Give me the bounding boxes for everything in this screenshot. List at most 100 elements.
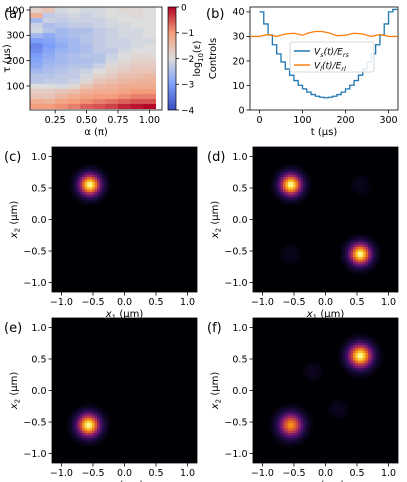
density-cell [368, 350, 371, 354]
density-cell [305, 184, 309, 188]
density-cell [99, 438, 103, 441]
density-cell [370, 252, 374, 255]
density-cell [348, 242, 351, 245]
y-tick-2-label: 20 [232, 56, 244, 67]
density-cell [102, 182, 105, 185]
density-cell [353, 247, 356, 250]
density-cell [107, 430, 110, 434]
density-cell [355, 353, 359, 356]
density-cell [350, 360, 354, 364]
density-cell [295, 194, 299, 198]
density-cell [79, 425, 83, 429]
density-cell [370, 249, 374, 253]
density-cell [358, 358, 361, 361]
density-cell [87, 438, 90, 441]
density-cell [368, 252, 371, 255]
density-cell [353, 358, 356, 361]
density-cell [365, 335, 369, 339]
density-cell [280, 443, 284, 446]
density-cell [89, 420, 93, 424]
density-cell [84, 167, 88, 170]
density-cell [77, 172, 80, 175]
density-cell [303, 418, 306, 421]
density-cell [358, 182, 361, 185]
heatmap-cell-8-7 [118, 63, 131, 69]
y-tick-4-label: 1.0 [31, 323, 46, 334]
density-cell [79, 172, 83, 175]
density-cell [72, 435, 75, 439]
density-cell [363, 333, 366, 336]
density-cell [308, 192, 311, 195]
density-cell [290, 443, 294, 446]
density-cell [340, 254, 344, 258]
heatmap-cell-17-6 [105, 17, 119, 23]
density-cell [353, 353, 356, 356]
y-tick-0-label: −1.0 [23, 278, 46, 289]
density-cell [92, 202, 95, 205]
x-axis-label: α (π) [84, 127, 108, 138]
density-cell [343, 368, 346, 371]
density-cell [72, 174, 75, 178]
density-cell [288, 164, 291, 168]
density-cell [290, 254, 294, 258]
density-cell [293, 435, 296, 439]
heatmap-cell-2-5 [92, 93, 106, 99]
density-cell [87, 435, 90, 439]
density-cell [308, 373, 311, 376]
heatmap-cell-3-5 [92, 88, 106, 94]
heatmap-cell-13-7 [118, 37, 131, 44]
density-cell [285, 410, 289, 414]
density-cell [283, 425, 286, 429]
density-cell [355, 350, 359, 354]
density-cell [293, 169, 296, 173]
density-cell [94, 169, 98, 173]
heatmap-cell-9-9 [143, 58, 157, 64]
density-cell [300, 182, 304, 185]
density-cell [370, 242, 374, 245]
density-cell [77, 408, 80, 411]
density-cell [373, 345, 376, 349]
heatmap-cell-8-0 [30, 63, 43, 69]
axis-label-part-1-0: x [210, 403, 221, 410]
density-cell [74, 194, 78, 198]
density-cell [300, 189, 304, 193]
density-cell [278, 438, 281, 441]
density-cell [283, 420, 286, 424]
series-line-1 [250, 30, 398, 38]
density-cell [92, 182, 95, 185]
density-cell [290, 189, 294, 193]
density-cell [350, 373, 354, 376]
density-cell [288, 244, 291, 248]
density-cell [298, 249, 301, 253]
density-cell [348, 350, 351, 354]
density-cell [293, 433, 296, 436]
density-cell [79, 182, 83, 185]
density-cell [290, 410, 294, 414]
density-cell [275, 192, 279, 195]
density-cell [380, 358, 384, 361]
density-cell [353, 177, 356, 180]
density-cell [375, 254, 379, 258]
density-cell [370, 335, 374, 339]
heatmap-cell-2-8 [130, 93, 144, 99]
density-cell [345, 249, 349, 253]
density-cell [348, 239, 351, 243]
density-cell [360, 247, 364, 250]
density-cell [288, 405, 291, 409]
density-cell [305, 365, 309, 369]
density-cell [295, 247, 299, 250]
density-cell [77, 179, 80, 183]
density-cell [293, 194, 296, 198]
density-cell [363, 360, 366, 364]
density-cell [345, 345, 349, 349]
axis-label-part-0-1: 1 [112, 314, 116, 322]
density-cell [290, 177, 294, 180]
density-cell [278, 435, 281, 439]
density-cell [360, 264, 364, 268]
density-cell [69, 413, 73, 416]
density-cell [69, 430, 73, 434]
density-cell [355, 249, 359, 253]
density-cell [285, 192, 289, 195]
density-cell [280, 413, 284, 416]
density-cell [363, 355, 366, 359]
